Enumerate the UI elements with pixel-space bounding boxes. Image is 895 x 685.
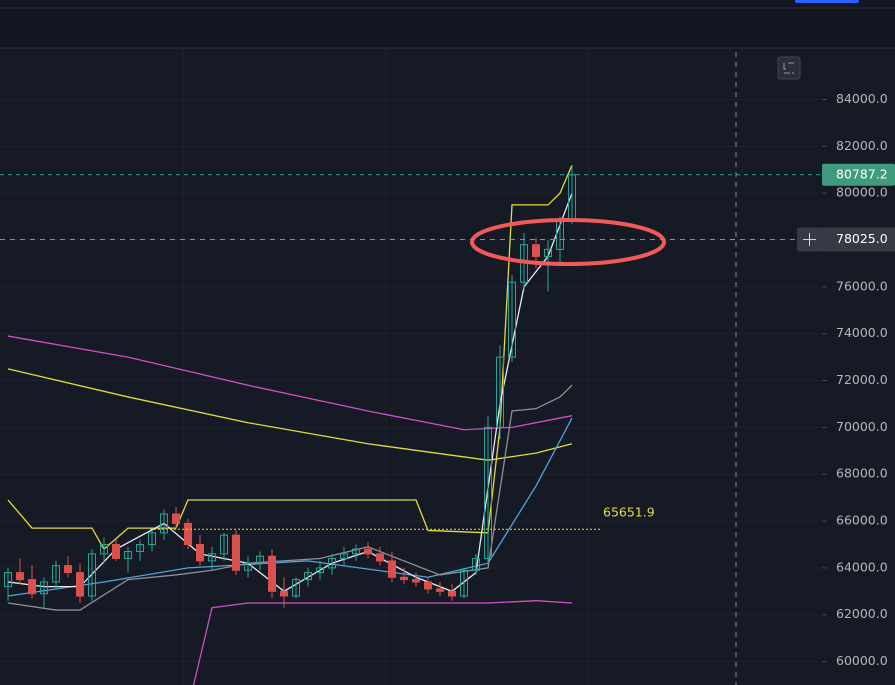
vertical-grid <box>182 48 590 685</box>
y-tick-label: 60000.0 <box>836 653 888 668</box>
candle-body <box>76 572 84 597</box>
candle-body <box>244 562 252 571</box>
candle-body <box>88 553 96 597</box>
candle-body <box>376 553 384 562</box>
button[interactable] <box>795 0 859 3</box>
indicator-line <box>7 384 573 611</box>
top-bar <box>0 0 895 48</box>
candle-body <box>472 558 480 571</box>
candle-body <box>112 543 120 560</box>
y-tick-label: 64000.0 <box>836 559 888 574</box>
y-tick-label: 72000.0 <box>836 372 888 387</box>
candle-body <box>40 581 48 595</box>
candle-body <box>256 555 264 564</box>
candle-body <box>184 522 192 545</box>
candle-body <box>52 565 60 583</box>
crosshair-price-box <box>822 227 895 252</box>
candle-body <box>160 513 168 534</box>
candle-body <box>424 581 432 590</box>
candle-body <box>208 553 216 562</box>
y-tick-label: 70000.0 <box>836 419 888 434</box>
y-tick-label: 76000.0 <box>836 278 888 293</box>
candle-body <box>124 551 132 560</box>
indicator-line <box>192 600 573 685</box>
y-tick-label: 82000.0 <box>836 138 888 153</box>
indicator-line <box>7 335 573 431</box>
fullscreen-button[interactable] <box>777 56 801 80</box>
candle-body <box>304 572 312 581</box>
candle-body <box>352 548 360 555</box>
candle-body <box>292 579 300 597</box>
candle-body <box>532 244 540 257</box>
candle-body <box>28 579 36 595</box>
candle-body <box>460 569 468 597</box>
candle-body <box>172 513 180 524</box>
candle-body <box>220 534 228 555</box>
candle-body <box>544 248 552 257</box>
last-price-label: 80787.2 <box>836 166 888 181</box>
candle-body <box>232 534 240 571</box>
y-tick-label: 66000.0 <box>836 513 888 528</box>
candle-body <box>508 281 516 358</box>
highlight-ellipse <box>470 218 666 266</box>
level-label: 65651.9 <box>603 505 655 520</box>
candle-body <box>340 553 348 560</box>
crosshair-price-label: 78025.0 <box>836 231 888 246</box>
candle-body <box>268 555 276 592</box>
candle-body <box>136 543 144 553</box>
candle-body <box>412 579 420 583</box>
candle-body <box>16 572 24 581</box>
candle-body <box>364 548 372 555</box>
candle-body <box>64 565 72 574</box>
candle-body <box>148 532 156 545</box>
candle-body <box>448 590 456 597</box>
indicator-line <box>7 417 573 597</box>
candle-body <box>400 576 408 581</box>
last-price-box <box>822 163 895 186</box>
candle-body <box>316 567 324 574</box>
candle-body <box>196 543 204 562</box>
y-tick-label: 80000.0 <box>836 185 888 200</box>
candle-body <box>496 356 504 428</box>
y-tick-label: 68000.0 <box>836 466 888 481</box>
y-tick-label: 84000.0 <box>836 91 888 106</box>
candle-body <box>328 558 336 569</box>
candle-body <box>280 590 288 597</box>
plot-area <box>0 99 820 685</box>
y-tick-label: 62000.0 <box>836 606 888 621</box>
candle-body <box>4 572 12 588</box>
candle-body <box>388 560 396 578</box>
candle-body <box>484 426 492 560</box>
candle-body <box>436 588 444 592</box>
y-tick-label: 74000.0 <box>836 325 888 340</box>
fullscreen-icon <box>783 62 794 74</box>
indicator-line <box>7 368 573 461</box>
candle-body <box>100 543 108 555</box>
plus-icon <box>803 232 816 246</box>
indicator-line <box>7 164 573 551</box>
